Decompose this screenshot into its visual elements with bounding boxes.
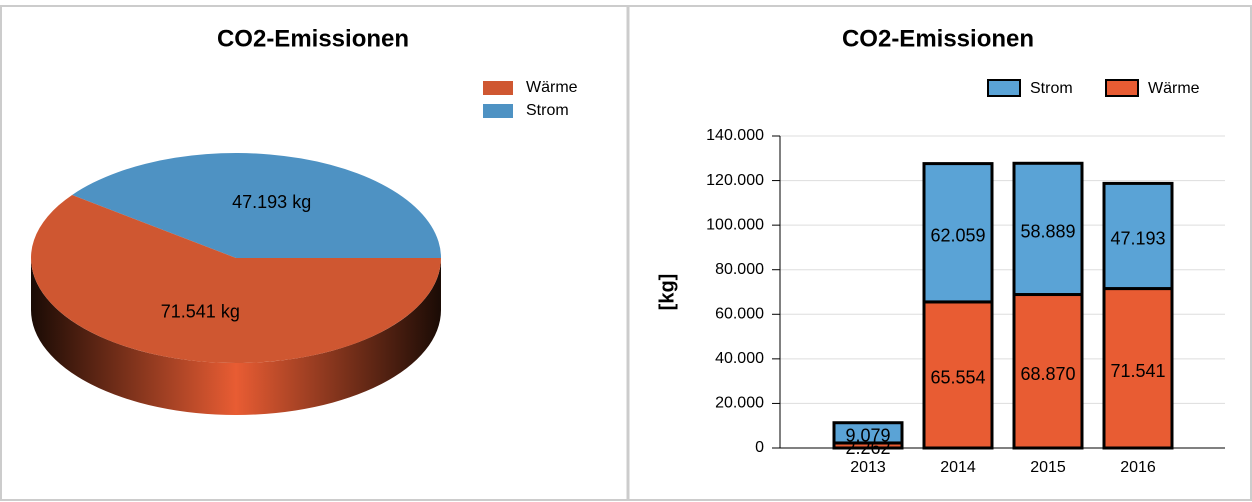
pie-label: 47.193 kg xyxy=(232,192,311,212)
x-tick-label: 2014 xyxy=(940,459,976,476)
frame xyxy=(0,5,1252,501)
y-tick-label: 120.000 xyxy=(706,172,764,189)
y-tick-label: 80.000 xyxy=(715,261,764,278)
legend-label: Wärme xyxy=(526,79,578,96)
legend-swatch xyxy=(1105,79,1139,97)
pie-title: CO2-Emissionen xyxy=(217,25,409,52)
bar-segment xyxy=(1102,181,1174,291)
legend-label: Strom xyxy=(1030,80,1073,97)
y-tick-label: 20.000 xyxy=(715,395,764,412)
bar-segment xyxy=(832,421,904,445)
bar-segment xyxy=(1102,287,1174,450)
bar-segment xyxy=(922,162,994,304)
pie-side xyxy=(31,258,441,415)
legend-label: Wärme xyxy=(1148,80,1200,97)
legend-swatch xyxy=(483,104,513,118)
bar-segment xyxy=(1012,161,1084,297)
bar-segment xyxy=(922,300,994,450)
bar-value-label: 47.193 xyxy=(1110,229,1165,249)
y-axis-label: [kg] xyxy=(656,274,678,311)
x-tick-label: 2016 xyxy=(1120,459,1156,476)
legend-swatch xyxy=(987,79,1021,97)
pie-slice xyxy=(30,194,442,363)
bar-value-label: 68.870 xyxy=(1020,364,1075,384)
legend-swatch xyxy=(483,81,513,95)
x-tick-label: 2015 xyxy=(1030,459,1066,476)
y-tick-label: 40.000 xyxy=(715,350,764,367)
y-tick-label: 0 xyxy=(755,439,764,456)
y-tick-label: 60.000 xyxy=(715,306,764,323)
y-tick-label: 140.000 xyxy=(706,127,764,144)
bar-title: CO2-Emissionen xyxy=(842,25,1034,52)
bar-value-label: 71.541 xyxy=(1110,361,1165,381)
bar-value-label: 9.079 xyxy=(845,426,890,446)
bar-value-label: 62.059 xyxy=(930,226,985,246)
bar-value-label: 65.554 xyxy=(930,368,985,388)
pie-slice xyxy=(72,153,441,258)
bar-value-label: 58.889 xyxy=(1020,222,1075,242)
legend-label: Strom xyxy=(526,102,569,119)
pie-label: 71.541 kg xyxy=(161,302,240,322)
x-tick-label: 2013 xyxy=(850,459,886,476)
bar-segment xyxy=(1012,293,1084,450)
y-tick-label: 100.000 xyxy=(706,216,764,233)
